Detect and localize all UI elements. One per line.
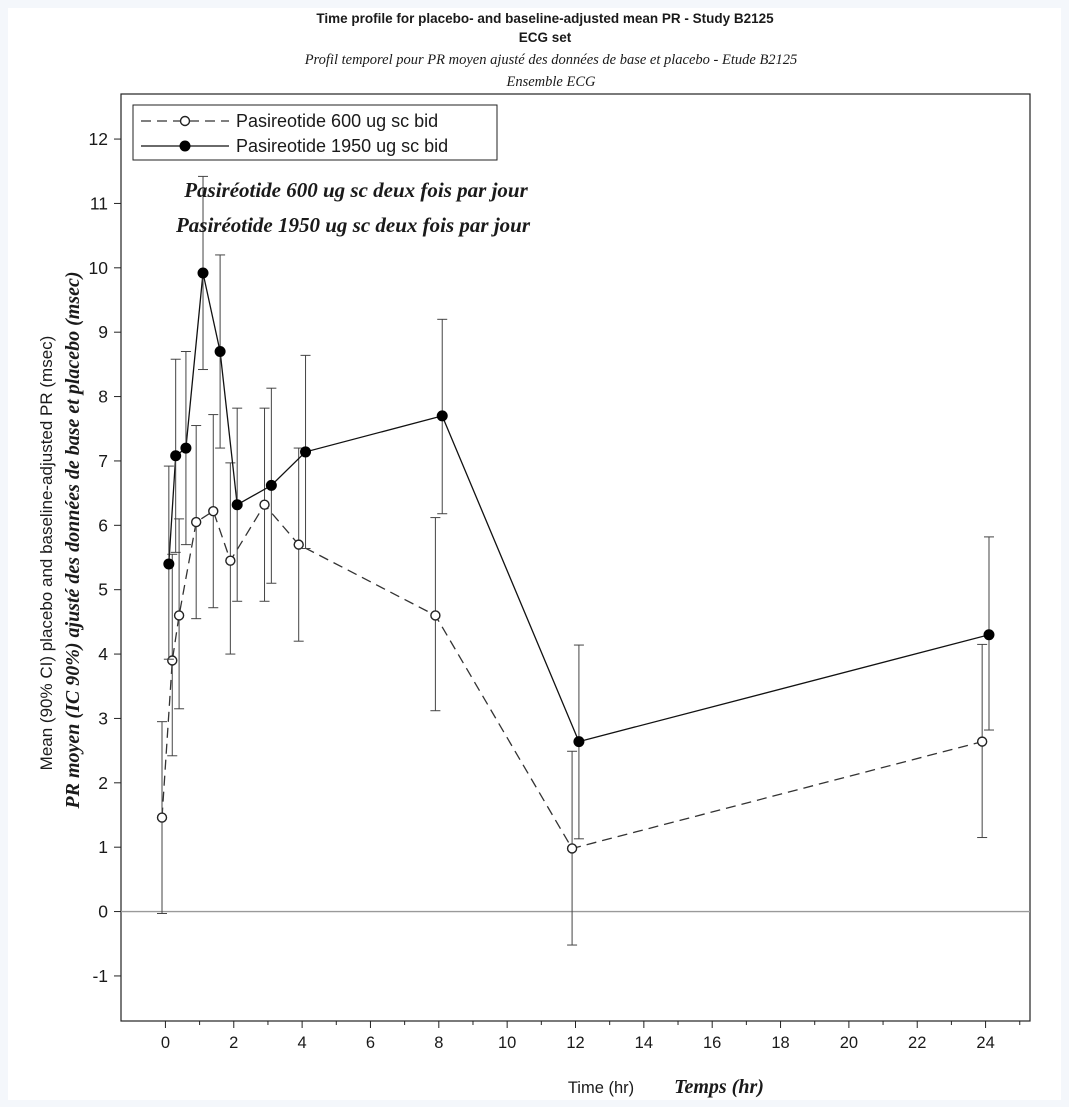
series-0-point-10 — [976, 736, 988, 747]
series-0-point-7 — [293, 539, 304, 550]
x-tick-label-3: 6 — [366, 1034, 375, 1052]
x-tick-label-6: 12 — [566, 1034, 584, 1052]
y-axis-label-fr: PR moyen (IC 90%) ajusté des données de … — [62, 271, 84, 809]
series-1-point-9 — [573, 736, 585, 748]
series-1-point-7 — [300, 446, 312, 458]
legend-box — [132, 104, 498, 161]
series-1 — [163, 175, 995, 840]
y-tick-label-9: 8 — [98, 387, 108, 407]
y-tick-label-8: 7 — [98, 451, 108, 471]
y-tick-label-7: 6 — [98, 515, 108, 535]
series-1-point-6 — [265, 479, 277, 491]
y-tick-label-3: 2 — [98, 773, 108, 793]
series-0-point-3 — [190, 516, 202, 528]
y-axis-label: Mean (90% CI) placebo and baseline-adjus… — [37, 336, 56, 771]
series-0 — [156, 407, 988, 946]
y-tick-label-6: 5 — [98, 580, 108, 600]
series-1-point-5 — [231, 499, 243, 511]
series-1-point-0 — [163, 558, 175, 570]
x-tick-label-9: 18 — [771, 1034, 789, 1052]
y-tick-label-11: 10 — [89, 258, 109, 278]
x-axis-label-fr: Temps (hr) — [674, 1076, 764, 1098]
x-tick-label-0: 0 — [161, 1034, 170, 1052]
x-tick-label-5: 10 — [498, 1034, 516, 1052]
series-0-point-5 — [225, 555, 236, 566]
title-fr: Profil temporel pour PR moyen ajusté des… — [304, 52, 798, 68]
y-tick-label-5: 4 — [98, 644, 108, 664]
series-0-point-4 — [208, 505, 219, 517]
y-tick-label-13: 12 — [89, 129, 108, 149]
x-tick-label-4: 8 — [434, 1034, 443, 1052]
series-1-point-2 — [180, 442, 192, 454]
title-en: Time profile for placebo- and baseline-a… — [316, 11, 774, 26]
y-tick-label-4: 3 — [98, 708, 108, 728]
x-tick-label-11: 22 — [908, 1034, 926, 1052]
y-tick-label-2: 1 — [98, 837, 108, 857]
subtitle-en: ECG set — [519, 30, 572, 45]
series-0-point-6 — [259, 499, 270, 510]
x-axis-label: Time (hr) — [568, 1079, 634, 1097]
series-1-point-1 — [170, 450, 182, 462]
y-tick-label-10: 9 — [98, 322, 108, 342]
series-0-point-2 — [173, 610, 185, 621]
legend: Pasireotide 600 ug sc bid Pasireotide 19… — [132, 104, 498, 161]
legend-label-1950-fr: Pasiréotide 1950 ug sc deux fois par jou… — [175, 213, 531, 237]
x-tick-label-10: 20 — [840, 1034, 858, 1052]
x-tick-label-12: 24 — [976, 1034, 994, 1052]
y-tick-label-1: 0 — [98, 902, 108, 922]
series-0-point-9 — [566, 843, 578, 854]
legend-label-1950: Pasireotide 1950 ug sc bid — [236, 136, 448, 156]
legend-marker-1950 — [179, 140, 191, 152]
figure-background — [8, 8, 1061, 1100]
series-1-point-3 — [197, 267, 209, 279]
legend-marker-600 — [179, 115, 191, 127]
series-1-point-4 — [214, 346, 226, 357]
y-tick-label-12: 11 — [90, 193, 108, 213]
x-tick-label-7: 14 — [635, 1034, 653, 1052]
subtitle-fr: Ensemble ECG — [506, 74, 597, 90]
legend-label-600: Pasireotide 600 ug sc bid — [236, 111, 438, 131]
x-tick-label-8: 16 — [703, 1034, 721, 1052]
series-0-point-1 — [167, 655, 178, 666]
y-tick-label-0: -1 — [92, 966, 108, 986]
series-0-point-8 — [430, 610, 441, 621]
series-1-point-8 — [436, 410, 448, 422]
x-tick-label-1: 2 — [229, 1034, 238, 1052]
x-tick-label-2: 4 — [298, 1034, 307, 1052]
data-series — [156, 175, 995, 946]
series-1-point-10 — [983, 629, 995, 641]
legend-label-600-fr: Pasiréotide 600 ug sc deux fois par jour — [183, 178, 528, 202]
series-0-point-0 — [156, 812, 168, 823]
